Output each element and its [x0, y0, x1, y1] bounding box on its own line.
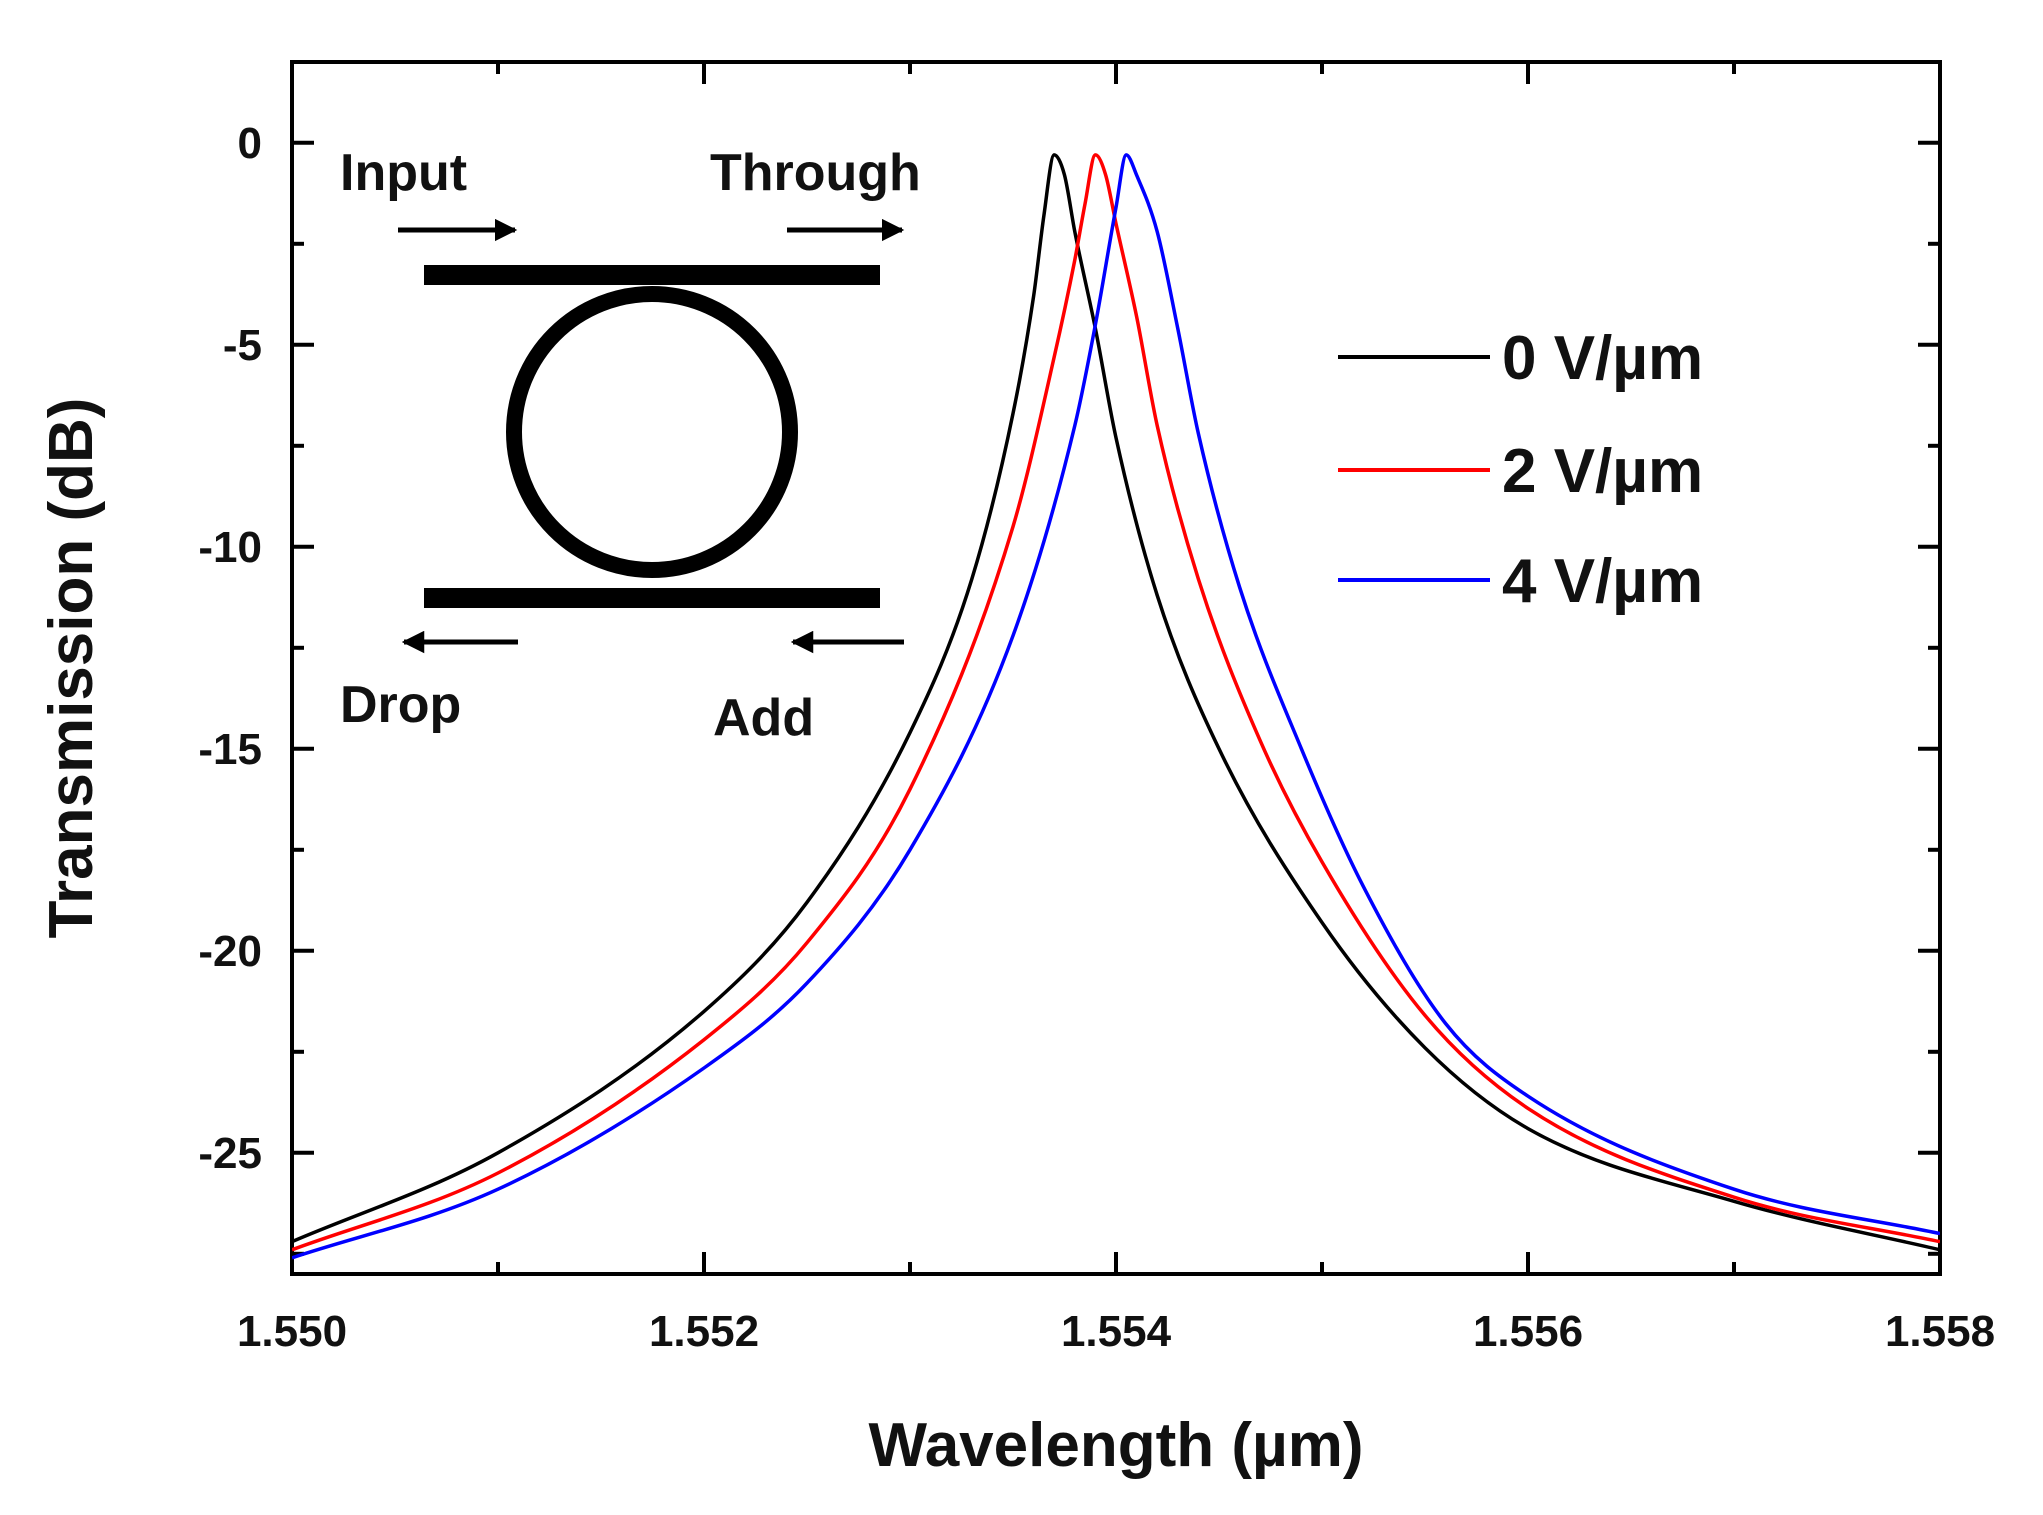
- series-layer: [292, 153, 1940, 1260]
- legend-label-2: 4 V/µm: [1502, 547, 1703, 616]
- x-tick-label: 1.552: [649, 1307, 759, 1356]
- y-tick-label: -20: [198, 927, 262, 976]
- ticks: [290, 62, 1942, 1274]
- legend-label-0: 0 V/µm: [1502, 324, 1703, 393]
- x-tick-label: 1.554: [1061, 1307, 1172, 1356]
- series-line-0: [292, 153, 1940, 1252]
- ring-resonator: [506, 286, 798, 578]
- inset-input-label: Input: [340, 144, 467, 202]
- x-tick-label: 1.550: [237, 1307, 347, 1356]
- y-tick-label: -5: [223, 321, 262, 370]
- x-tick-label: 1.556: [1473, 1307, 1583, 1356]
- inset-add-label: Add: [713, 689, 814, 747]
- y-tick-label: -15: [198, 725, 262, 774]
- x-tick-label: 1.558: [1885, 1307, 1995, 1356]
- ring-resonator-inset: Input Through Drop Add: [340, 144, 921, 747]
- legend-label-1: 2 V/µm: [1502, 437, 1703, 506]
- legend: 0 V/µm 2 V/µm 4 V/µm: [1338, 324, 1703, 616]
- y-tick-label: -10: [198, 523, 262, 572]
- series-line-2: [292, 153, 1940, 1260]
- y-tick-label: -25: [198, 1129, 262, 1178]
- series-line-1: [292, 153, 1940, 1252]
- y-axis-label: Transmission (dB): [37, 398, 106, 939]
- inset-through-label: Through: [710, 144, 921, 202]
- y-tick-label: 0: [238, 119, 262, 168]
- inset-drop-label: Drop: [340, 676, 461, 734]
- tick-labels: 1.550 1.552 1.554 1.556 1.558 0 -5 -10 -15 -20 -25: [198, 119, 1995, 1356]
- x-axis-label: Wavelength (µm): [868, 1411, 1363, 1480]
- plot-area: [290, 60, 1942, 1276]
